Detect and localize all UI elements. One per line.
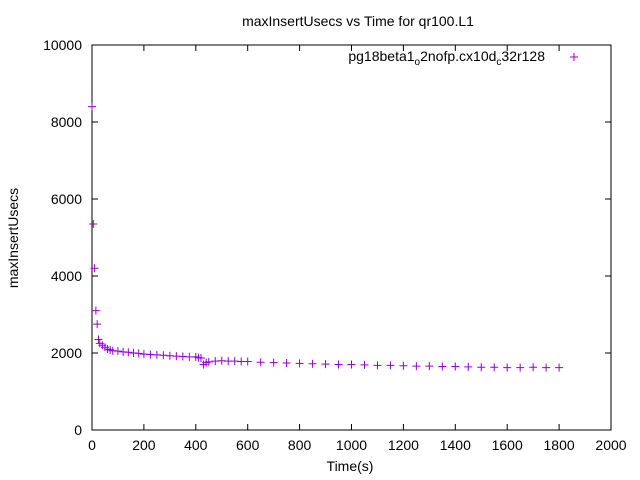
data-point [124, 348, 133, 357]
data-points [88, 102, 564, 372]
y-tick-label: 0 [74, 422, 82, 438]
data-point [308, 359, 317, 368]
x-tick-label: 1400 [440, 437, 471, 453]
legend-marker [570, 53, 578, 61]
legend-label-part: pg18beta1 [348, 48, 414, 64]
y-tick-label: 4000 [51, 268, 82, 284]
data-point [88, 102, 96, 111]
data-point [464, 362, 473, 371]
x-tick-label: 400 [184, 437, 208, 453]
data-point [451, 362, 460, 371]
data-point [360, 360, 369, 369]
data-point [295, 359, 304, 368]
legend-label-subscript: o [415, 57, 421, 68]
legend: pg18beta1o2nofp.cx10dc32r128 [348, 48, 578, 68]
y-tick-label: 2000 [51, 345, 82, 361]
x-tick-label: 1600 [492, 437, 523, 453]
x-tick-label: 1200 [388, 437, 419, 453]
x-tick-label: 2000 [595, 437, 626, 453]
data-point [529, 363, 538, 372]
data-point [243, 357, 252, 366]
x-tick-label: 1800 [544, 437, 575, 453]
y-axis: 0 2000 4000 6000 8000 10000 [43, 37, 611, 438]
data-point [425, 362, 434, 371]
data-point [321, 360, 330, 369]
data-point [334, 360, 343, 369]
data-point [91, 306, 100, 315]
data-point [93, 320, 102, 329]
x-tick-label: 200 [132, 437, 156, 453]
data-point [386, 361, 395, 370]
data-point [113, 347, 122, 356]
data-point [94, 335, 103, 344]
data-point [542, 363, 551, 372]
x-tick-label: 800 [288, 437, 312, 453]
data-point [134, 349, 143, 358]
y-tick-label: 8000 [51, 114, 82, 130]
data-point [399, 361, 408, 370]
legend-label-part: 2nofp.cx10d [420, 48, 496, 64]
legend-label-part: 32r128 [501, 48, 545, 64]
data-point [90, 264, 99, 273]
y-axis-label: maxInsertUsecs [5, 188, 21, 288]
data-point [282, 359, 291, 368]
x-tick-label: 1000 [336, 437, 367, 453]
data-point [555, 363, 564, 372]
data-point [373, 361, 382, 370]
data-point [438, 362, 447, 371]
data-point [269, 358, 278, 367]
y-tick-label: 10000 [43, 37, 82, 53]
data-point [516, 363, 525, 372]
data-point [490, 363, 499, 372]
x-tick-label: 600 [236, 437, 260, 453]
x-tick-label: 0 [88, 437, 96, 453]
legend-label: pg18beta1o2nofp.cx10dc32r128 [348, 48, 545, 68]
data-point [477, 363, 486, 372]
data-point [89, 220, 98, 229]
data-point [204, 357, 213, 366]
x-axis-label: Time(s) [327, 458, 374, 474]
data-point [347, 360, 356, 369]
chart-title: maxInsertUsecs vs Time for qr100.L1 [242, 13, 474, 29]
data-point [412, 362, 421, 371]
x-axis: 0 200 400 600 800 1000 1200 1400 1600 1800 2000 [88, 45, 627, 453]
y-tick-label: 6000 [51, 191, 82, 207]
plot-border [91, 44, 612, 431]
data-point [503, 363, 512, 372]
data-point [256, 358, 265, 367]
legend-label-subscript: c [496, 57, 501, 68]
data-point [196, 354, 205, 363]
